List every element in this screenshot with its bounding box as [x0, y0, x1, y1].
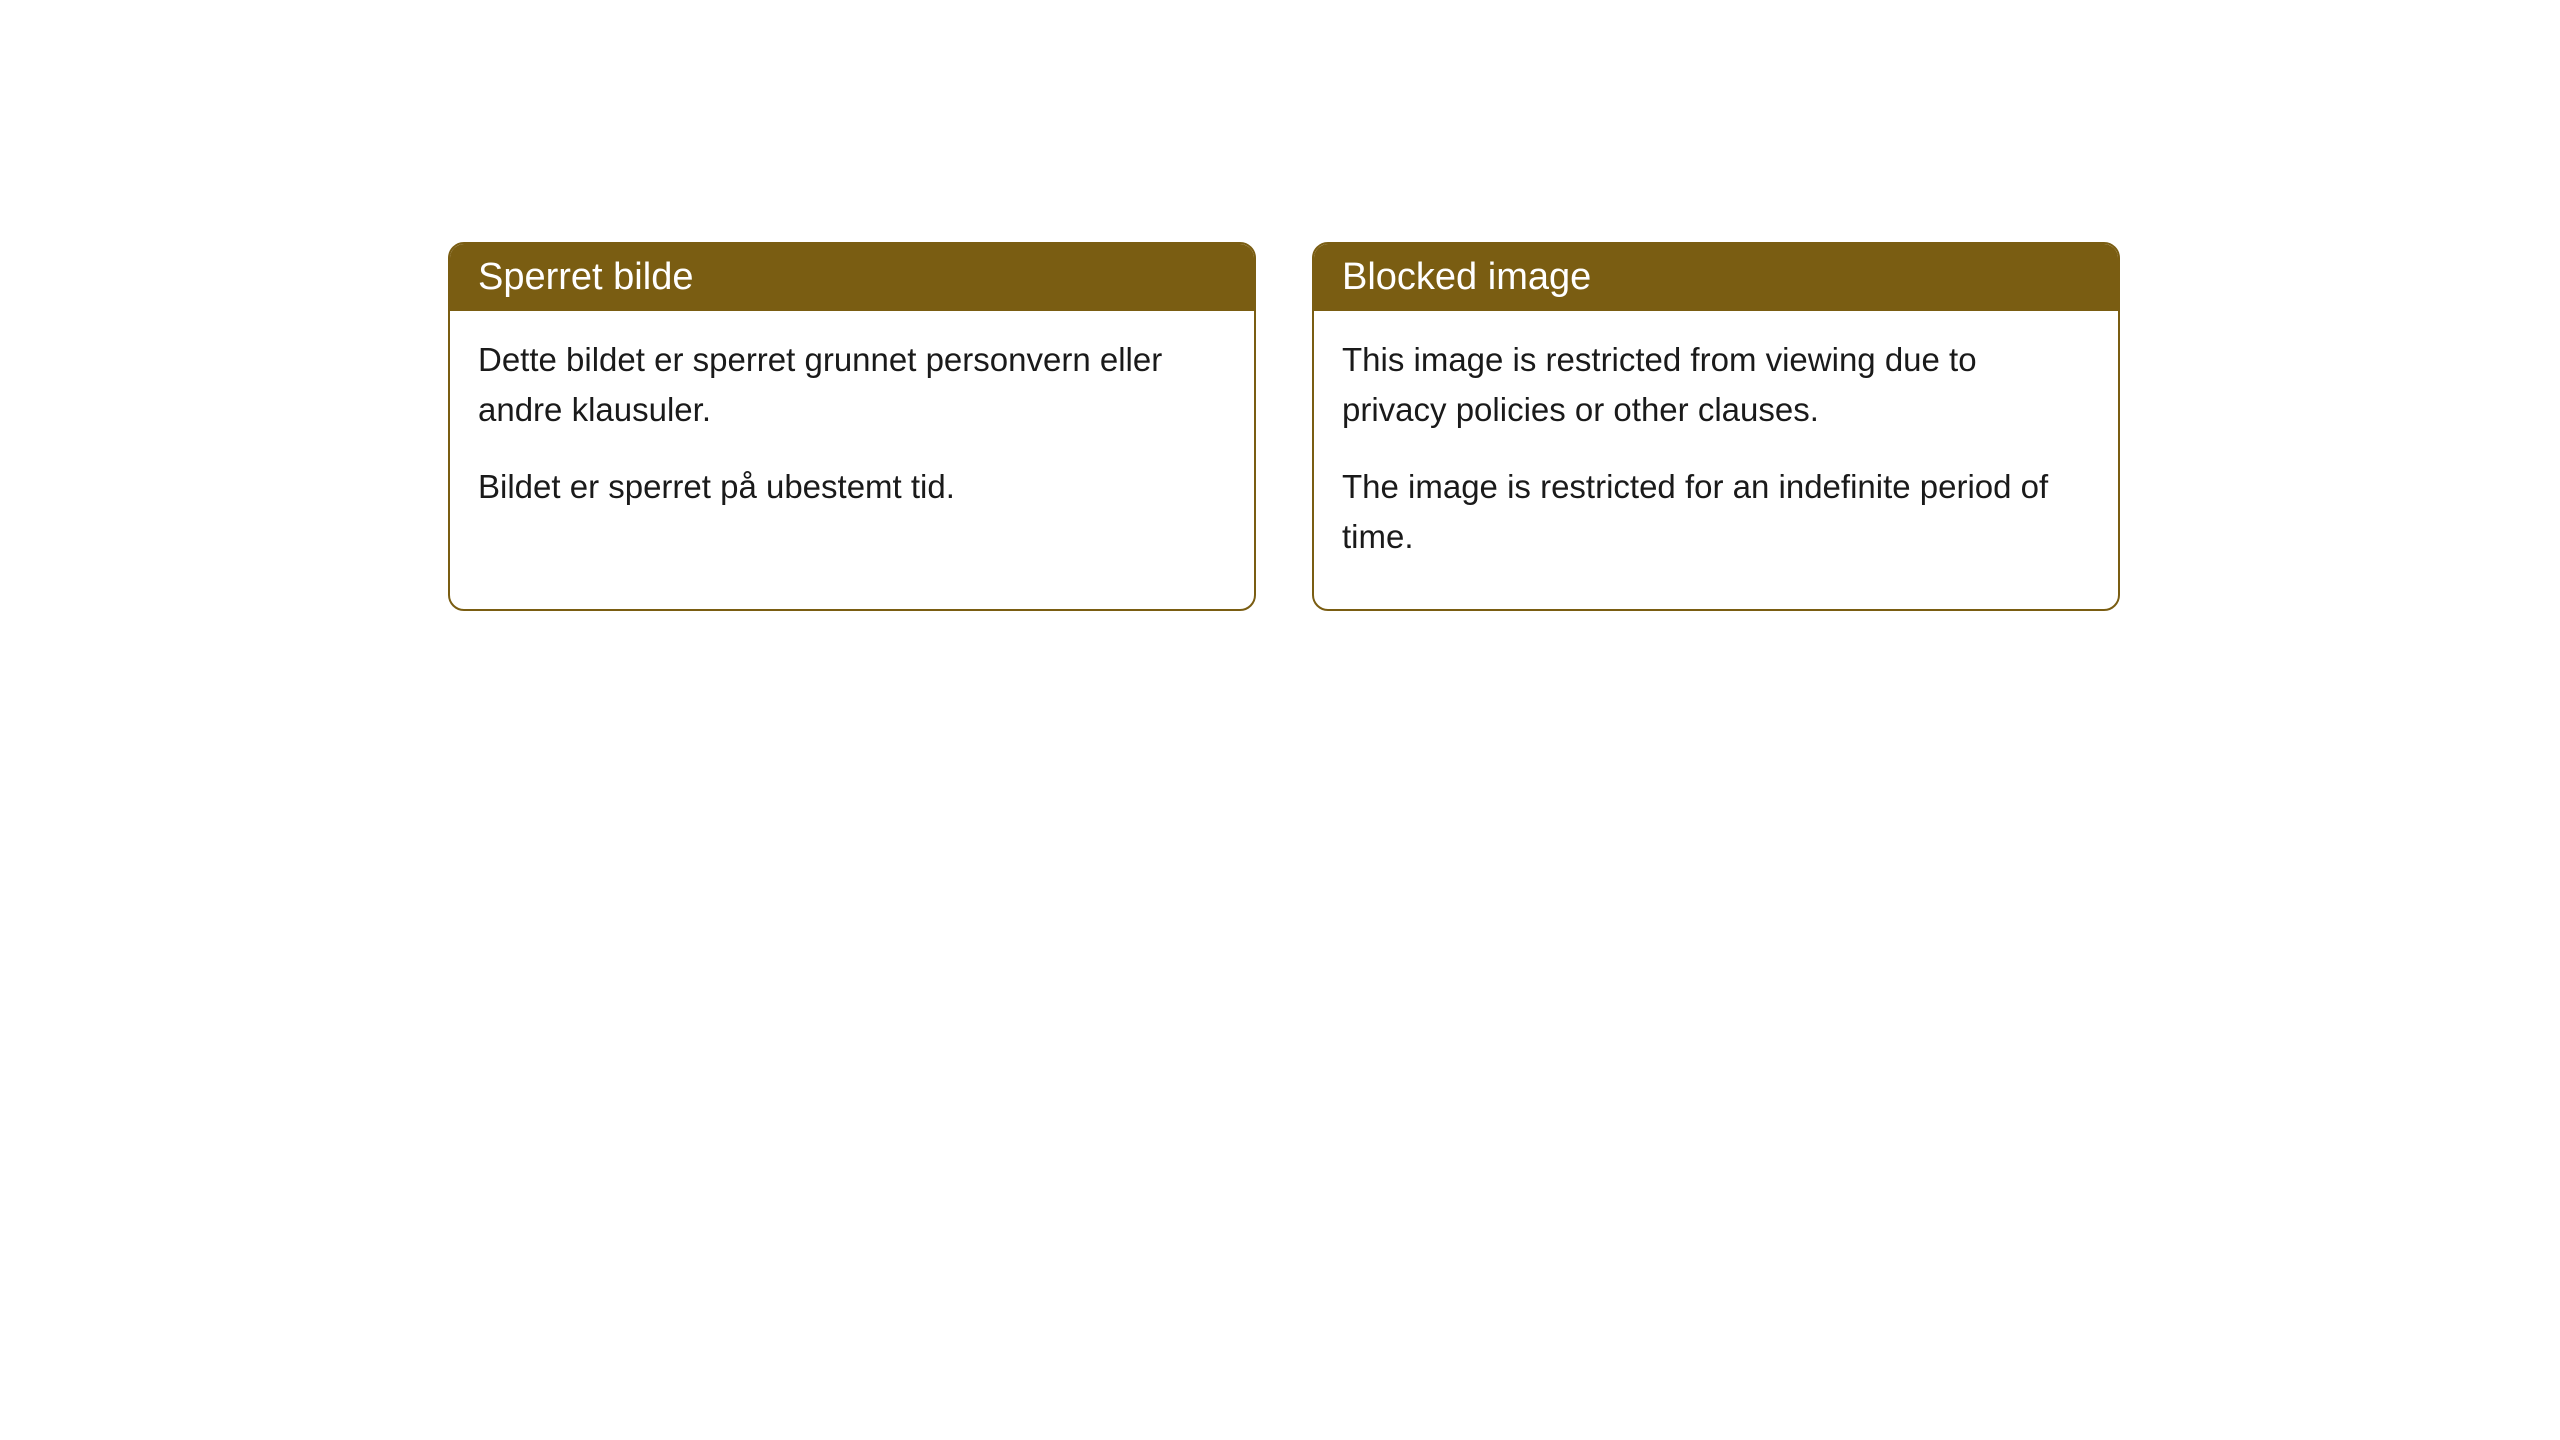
card-title: Blocked image [1342, 256, 1591, 298]
card-paragraph-2: Bildet er sperret på ubestemt tid. [478, 462, 1226, 512]
blocked-image-card-norwegian: Sperret bilde Dette bildet er sperret gr… [448, 242, 1256, 611]
card-paragraph-1: This image is restricted from viewing du… [1342, 335, 2090, 434]
card-paragraph-2: The image is restricted for an indefinit… [1342, 462, 2090, 561]
card-header-english: Blocked image [1314, 244, 2118, 311]
card-title: Sperret bilde [478, 256, 693, 298]
card-body-english: This image is restricted from viewing du… [1314, 311, 2118, 609]
card-paragraph-1: Dette bildet er sperret grunnet personve… [478, 335, 1226, 434]
card-body-norwegian: Dette bildet er sperret grunnet personve… [450, 311, 1254, 560]
blocked-image-card-english: Blocked image This image is restricted f… [1312, 242, 2120, 611]
notice-cards-container: Sperret bilde Dette bildet er sperret gr… [0, 0, 2560, 611]
card-header-norwegian: Sperret bilde [450, 244, 1254, 311]
